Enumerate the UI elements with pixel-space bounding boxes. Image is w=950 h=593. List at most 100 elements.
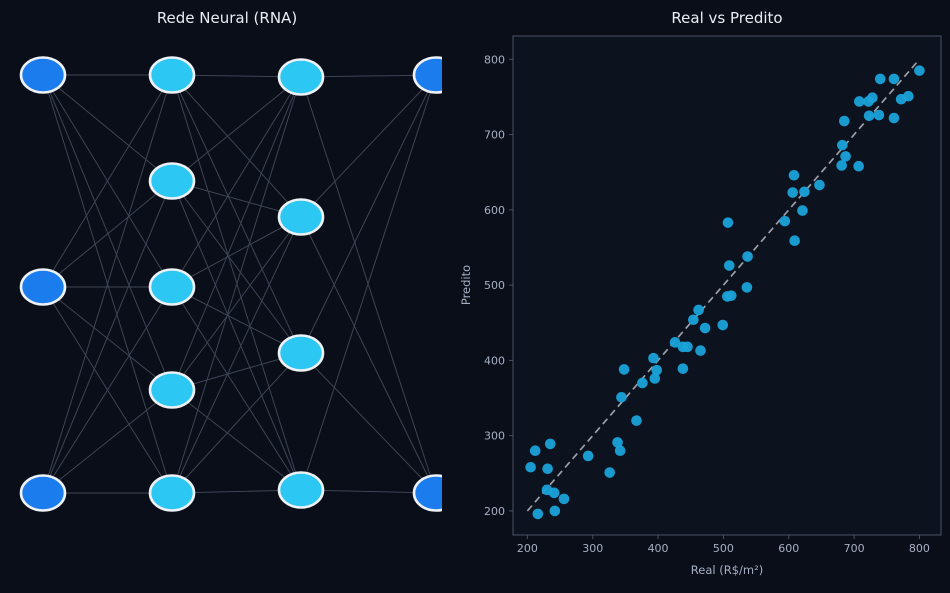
x-tick-label: 700 — [844, 542, 865, 555]
network-panel: Rede Neural (RNA) — [0, 0, 454, 593]
y-tick-label: 600 — [484, 204, 505, 217]
scatter-point — [693, 304, 704, 316]
y-tick-label: 300 — [484, 430, 505, 443]
scatter-point — [717, 319, 729, 331]
scatter-point — [532, 508, 544, 520]
scatter-point — [888, 112, 900, 124]
network-edge — [171, 180, 302, 354]
network-node-output — [412, 474, 442, 512]
y-tick-label: 400 — [484, 354, 505, 367]
network-edge — [42, 286, 173, 391]
y-tick-label: 800 — [484, 53, 505, 66]
scatter-point — [682, 341, 693, 353]
scatter-point — [914, 65, 925, 76]
scatter-plot: 200 300 400 500 600 700 800 200 300 400 500 600 700 8… — [484, 35, 942, 555]
network-node-hidden-1 — [148, 474, 196, 512]
network-edge — [171, 216, 302, 288]
network-edge — [42, 389, 173, 494]
network-node-hidden-1 — [148, 162, 196, 200]
scatter-point — [558, 493, 570, 505]
scatter-point — [616, 391, 627, 403]
network-edge — [171, 286, 302, 491]
network-edge — [171, 76, 302, 182]
scatter-point — [725, 290, 737, 301]
network-edge — [171, 76, 302, 494]
network-edge — [171, 76, 302, 391]
network-node-output — [412, 56, 442, 94]
network-node-hidden-2 — [277, 198, 325, 236]
scatter-point — [722, 217, 734, 228]
scatter-point — [604, 467, 616, 478]
scatter-point — [741, 282, 753, 293]
network-node-input — [19, 474, 67, 512]
y-tick-label: 700 — [484, 129, 505, 142]
network-edge — [42, 74, 173, 182]
network-edge — [171, 216, 302, 391]
network-edge — [171, 74, 302, 218]
scatter-point — [837, 139, 848, 151]
scatter-point — [788, 169, 800, 181]
scatter-point — [529, 445, 541, 457]
network-node-hidden-1 — [148, 268, 196, 306]
x-axis-label: Real (R$/m²) — [690, 563, 764, 577]
scatter-panel: Real vs Predito 200 300 400 500 600 700 800 200… — [459, 0, 950, 593]
network-node-input — [19, 268, 67, 306]
scatter-point — [836, 160, 847, 171]
scatter-point — [648, 352, 659, 364]
scatter-point — [669, 337, 681, 348]
scatter-point — [903, 90, 914, 102]
x-tick-label: 500 — [713, 542, 734, 555]
scatter-point — [853, 160, 864, 172]
x-tick-label: 800 — [909, 542, 930, 555]
scatter-point — [695, 345, 706, 356]
scatter-point — [867, 92, 878, 104]
network-node-input — [19, 56, 67, 94]
network-node-hidden-1 — [148, 56, 196, 94]
network-edge — [42, 286, 173, 494]
scatter-point — [874, 73, 886, 85]
x-tick-label: 600 — [778, 542, 799, 555]
network-edge — [300, 352, 437, 494]
network-edge — [171, 352, 302, 494]
neural-network-diagram — [19, 56, 442, 512]
y-axis-label: Predito — [459, 264, 473, 306]
scatter-point — [525, 461, 536, 473]
network-node-hidden-1 — [148, 371, 196, 409]
scatter-point — [612, 437, 623, 448]
network-edge — [171, 180, 302, 491]
network-edge — [171, 216, 302, 494]
scatter-point — [873, 109, 885, 121]
scatter-point — [631, 415, 642, 426]
network-edge — [300, 74, 437, 218]
scatter-point — [742, 251, 753, 262]
network-edge — [171, 286, 302, 354]
identity-line — [526, 58, 921, 512]
network-node-hidden-2 — [277, 58, 325, 96]
scatter-point — [699, 322, 711, 334]
scatter-point — [797, 205, 808, 216]
network-node-hidden-2 — [277, 334, 325, 372]
scatter-point — [779, 215, 791, 227]
y-tick-label: 200 — [484, 505, 505, 518]
x-tick-label: 400 — [648, 542, 669, 555]
network-edge — [300, 216, 437, 494]
scatter-point — [637, 377, 648, 389]
network-edge — [42, 74, 173, 494]
scatter-point — [854, 96, 865, 107]
network-node-hidden-2 — [277, 471, 325, 509]
scatter-point — [789, 235, 800, 247]
scatter-point — [677, 363, 689, 374]
x-tick-label: 300 — [582, 542, 603, 555]
network-edge — [300, 74, 437, 354]
network-edge — [171, 389, 302, 491]
scatter-point — [814, 179, 825, 191]
scatter-point — [549, 505, 561, 517]
x-tick-label: 200 — [517, 542, 538, 555]
scatter-point — [888, 73, 900, 85]
scatter-point — [651, 364, 663, 376]
scatter-point — [787, 187, 798, 198]
network-edge — [171, 74, 302, 354]
scatter-point — [618, 364, 630, 375]
scatter-title: Real vs Predito — [671, 9, 783, 27]
network-title: Rede Neural (RNA) — [156, 9, 298, 27]
